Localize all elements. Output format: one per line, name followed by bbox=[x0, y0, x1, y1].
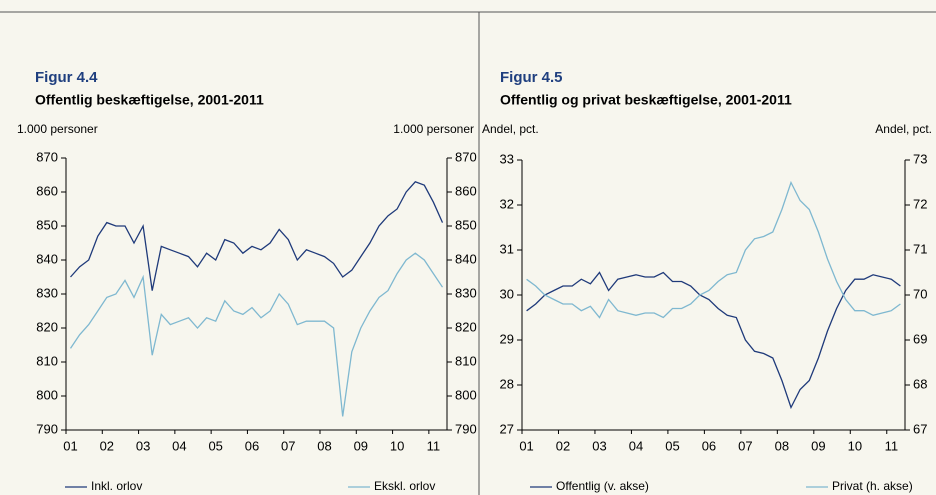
x-tick-label: 01 bbox=[519, 438, 533, 453]
x-tick-label: 08 bbox=[775, 438, 789, 453]
y-tick-label: 830 bbox=[36, 285, 58, 300]
legend-label: Privat (h. akse) bbox=[832, 479, 913, 493]
x-tick-label: 03 bbox=[592, 438, 606, 453]
y2-tick-label: 72 bbox=[913, 196, 927, 211]
y2-tick-label: 870 bbox=[455, 149, 477, 164]
y2-tick-label: 800 bbox=[455, 387, 477, 402]
line-series bbox=[69, 252, 444, 417]
x-tick-label: 10 bbox=[848, 438, 862, 453]
legend-label: Ekskl. orlov bbox=[374, 479, 435, 493]
chart-title: Figur 4.4 bbox=[35, 69, 98, 86]
y-tick-label: 790 bbox=[36, 421, 58, 436]
y2-tick-label: 850 bbox=[455, 217, 477, 232]
x-tick-label: 02 bbox=[556, 438, 570, 453]
x-tick-label: 06 bbox=[245, 438, 259, 453]
x-tick-label: 02 bbox=[100, 438, 114, 453]
chart-title: Figur 4.5 bbox=[500, 69, 563, 86]
y2-tick-label: 69 bbox=[913, 331, 927, 346]
x-tick-label: 05 bbox=[208, 438, 222, 453]
y-tick-label: 850 bbox=[36, 217, 58, 232]
legend-label: Offentlig (v. akse) bbox=[556, 479, 649, 493]
y2-tick-label: 840 bbox=[455, 251, 477, 266]
x-tick-label: 10 bbox=[390, 438, 404, 453]
y-tick-label: 30 bbox=[500, 286, 514, 301]
x-tick-label: 08 bbox=[317, 438, 331, 453]
x-tick-label: 04 bbox=[172, 438, 186, 453]
line-series bbox=[526, 180, 901, 319]
y2-tick-label: 67 bbox=[913, 421, 927, 436]
x-tick-label: 01 bbox=[63, 438, 77, 453]
x-tick-label: 05 bbox=[665, 438, 679, 453]
y2-tick-label: 68 bbox=[913, 376, 927, 391]
y-tick-label: 27 bbox=[500, 421, 514, 436]
y-tick-label: 32 bbox=[500, 196, 514, 211]
x-tick-label: 11 bbox=[885, 438, 899, 453]
y-tick-label: 860 bbox=[36, 183, 58, 198]
y2-tick-label: 830 bbox=[455, 285, 477, 300]
y-tick-label: 870 bbox=[36, 149, 58, 164]
y2-tick-label: 73 bbox=[913, 151, 927, 166]
y2-axis-label: Andel, pct. bbox=[875, 122, 932, 136]
y-axis-label: 1.000 personer bbox=[17, 122, 98, 136]
y-tick-label: 820 bbox=[36, 319, 58, 334]
line-series bbox=[526, 271, 901, 410]
y-tick-label: 800 bbox=[36, 387, 58, 402]
y2-tick-label: 810 bbox=[455, 353, 477, 368]
x-tick-label: 09 bbox=[811, 438, 825, 453]
y-tick-label: 33 bbox=[500, 151, 514, 166]
y2-tick-label: 820 bbox=[455, 319, 477, 334]
y2-tick-label: 70 bbox=[913, 286, 927, 301]
y2-tick-label: 71 bbox=[913, 241, 927, 256]
x-tick-label: 07 bbox=[738, 438, 752, 453]
y-tick-label: 31 bbox=[500, 241, 514, 256]
x-tick-label: 06 bbox=[702, 438, 716, 453]
legend-label: Inkl. orlov bbox=[91, 479, 142, 493]
y2-tick-label: 860 bbox=[455, 183, 477, 198]
x-tick-label: 03 bbox=[136, 438, 150, 453]
x-tick-label: 04 bbox=[629, 438, 643, 453]
x-tick-label: 09 bbox=[354, 438, 368, 453]
chart-subtitle: Offentlig og privat beskæftigelse, 2001-… bbox=[500, 92, 792, 108]
line-series bbox=[70, 181, 444, 291]
x-tick-label: 07 bbox=[281, 438, 295, 453]
y-tick-label: 810 bbox=[36, 353, 58, 368]
y2-axis-label: 1.000 personer bbox=[393, 122, 474, 136]
y-tick-label: 28 bbox=[500, 376, 514, 391]
y2-tick-label: 790 bbox=[455, 421, 477, 436]
y-axis-label: Andel, pct. bbox=[482, 122, 539, 136]
chart-subtitle: Offentlig beskæftigelse, 2001-2011 bbox=[35, 92, 264, 108]
y-tick-label: 29 bbox=[500, 331, 514, 346]
y-tick-label: 840 bbox=[36, 251, 58, 266]
x-tick-label: 11 bbox=[427, 438, 441, 453]
